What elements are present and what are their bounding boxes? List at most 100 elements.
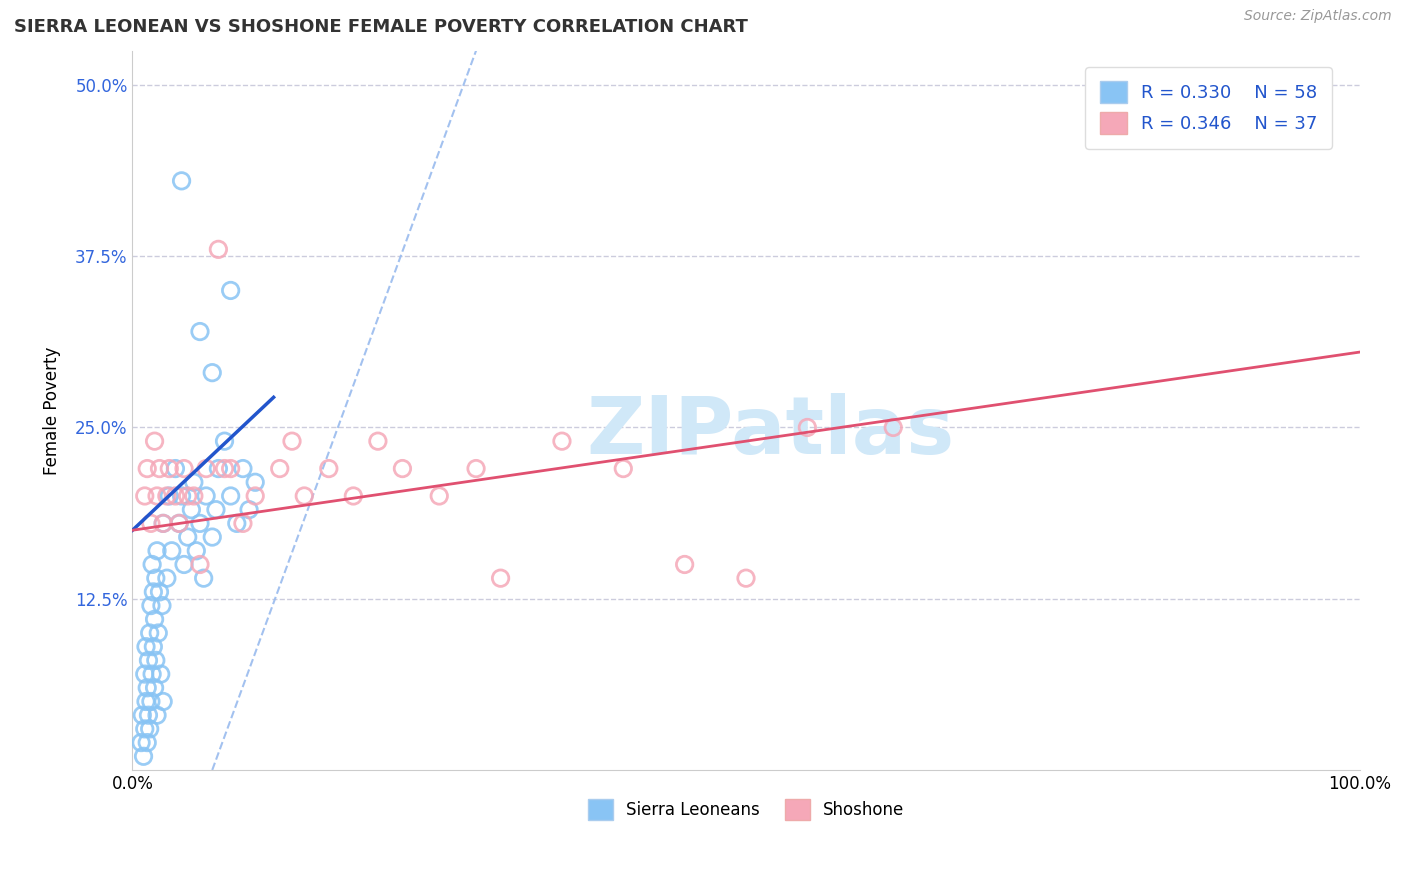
- Point: [318, 461, 340, 475]
- Point: [139, 599, 162, 613]
- Point: [391, 461, 413, 475]
- Point: [131, 708, 153, 723]
- Point: [142, 585, 165, 599]
- Y-axis label: Female Poverty: Female Poverty: [44, 346, 60, 475]
- Point: [138, 626, 160, 640]
- Point: [281, 434, 304, 449]
- Point: [148, 585, 170, 599]
- Point: [188, 516, 211, 531]
- Point: [152, 694, 174, 708]
- Point: [157, 489, 180, 503]
- Point: [132, 749, 155, 764]
- Point: [207, 243, 229, 257]
- Point: [167, 516, 190, 531]
- Point: [201, 530, 224, 544]
- Point: [148, 461, 170, 475]
- Point: [188, 558, 211, 572]
- Point: [156, 489, 179, 503]
- Point: [143, 681, 166, 695]
- Point: [138, 708, 160, 723]
- Point: [152, 516, 174, 531]
- Text: Source: ZipAtlas.com: Source: ZipAtlas.com: [1244, 9, 1392, 23]
- Point: [149, 667, 172, 681]
- Point: [160, 543, 183, 558]
- Point: [292, 489, 315, 503]
- Point: [152, 516, 174, 531]
- Point: [183, 475, 205, 490]
- Point: [225, 516, 247, 531]
- Point: [173, 461, 195, 475]
- Point: [219, 284, 242, 298]
- Point: [167, 516, 190, 531]
- Point: [141, 667, 163, 681]
- Point: [146, 489, 169, 503]
- Point: [143, 434, 166, 449]
- Point: [146, 708, 169, 723]
- Point: [165, 461, 187, 475]
- Point: [145, 571, 167, 585]
- Point: [269, 461, 291, 475]
- Point: [134, 489, 156, 503]
- Point: [138, 722, 160, 736]
- Point: [170, 174, 193, 188]
- Point: [145, 653, 167, 667]
- Point: [142, 640, 165, 654]
- Point: [135, 640, 157, 654]
- Point: [150, 599, 173, 613]
- Point: [201, 366, 224, 380]
- Point: [238, 502, 260, 516]
- Point: [465, 461, 488, 475]
- Point: [180, 502, 202, 516]
- Point: [195, 489, 218, 503]
- Point: [195, 461, 218, 475]
- Point: [177, 530, 200, 544]
- Point: [135, 694, 157, 708]
- Point: [146, 543, 169, 558]
- Point: [170, 489, 193, 503]
- Point: [193, 571, 215, 585]
- Point: [139, 694, 162, 708]
- Point: [427, 489, 450, 503]
- Text: ZIPatlas: ZIPatlas: [586, 392, 955, 471]
- Point: [138, 653, 160, 667]
- Point: [214, 461, 236, 475]
- Point: [134, 667, 156, 681]
- Point: [148, 626, 170, 640]
- Point: [139, 516, 162, 531]
- Point: [245, 489, 267, 503]
- Legend: Sierra Leoneans, Shoshone: Sierra Leoneans, Shoshone: [581, 793, 911, 826]
- Point: [136, 461, 159, 475]
- Point: [136, 681, 159, 695]
- Point: [367, 434, 389, 449]
- Point: [232, 461, 254, 475]
- Point: [205, 502, 228, 516]
- Point: [673, 558, 696, 572]
- Point: [214, 434, 236, 449]
- Point: [882, 420, 904, 434]
- Point: [551, 434, 574, 449]
- Point: [207, 461, 229, 475]
- Point: [735, 571, 758, 585]
- Point: [796, 420, 818, 434]
- Point: [165, 489, 187, 503]
- Point: [219, 461, 242, 475]
- Point: [141, 558, 163, 572]
- Point: [342, 489, 364, 503]
- Point: [612, 461, 634, 475]
- Text: SIERRA LEONEAN VS SHOSHONE FEMALE POVERTY CORRELATION CHART: SIERRA LEONEAN VS SHOSHONE FEMALE POVERT…: [14, 18, 748, 36]
- Point: [232, 516, 254, 531]
- Point: [183, 489, 205, 503]
- Point: [186, 543, 208, 558]
- Point: [177, 489, 200, 503]
- Point: [156, 571, 179, 585]
- Point: [136, 736, 159, 750]
- Point: [129, 736, 152, 750]
- Point: [188, 325, 211, 339]
- Point: [219, 489, 242, 503]
- Point: [245, 475, 267, 490]
- Point: [134, 722, 156, 736]
- Point: [489, 571, 512, 585]
- Point: [173, 558, 195, 572]
- Point: [157, 461, 180, 475]
- Point: [143, 612, 166, 626]
